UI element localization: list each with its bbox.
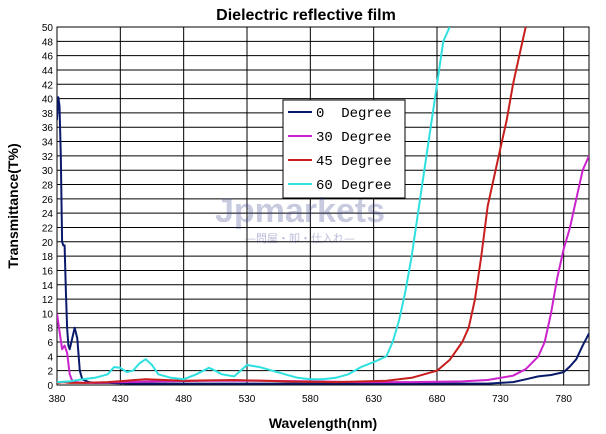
legend-label-0: 0 Degree xyxy=(316,106,392,122)
y-tick-label: 46 xyxy=(42,52,54,63)
y-tick-label: 50 xyxy=(42,23,54,34)
y-tick-label: 22 xyxy=(42,223,54,234)
y-tick-label: 16 xyxy=(42,266,54,277)
x-tick-labels: 380 430 480 530 580 630 680 730 780 xyxy=(49,394,573,405)
watermark-brand: Jpmarkets xyxy=(215,192,385,230)
y-tick-label: 2 xyxy=(47,367,53,378)
series-line-3 xyxy=(57,27,451,384)
legend-box xyxy=(282,99,406,199)
plot-frame xyxy=(56,26,590,386)
y-tick-label: 48 xyxy=(42,37,54,48)
y-tick-label: 20 xyxy=(42,238,54,249)
y-axis-label: Transmittance(T%) xyxy=(5,143,21,268)
y-tick-label: 36 xyxy=(42,123,54,134)
x-tick-label: 580 xyxy=(302,394,319,405)
series-line-2 xyxy=(57,27,527,384)
y-tick-label: 6 xyxy=(47,338,53,349)
x-tick-label: 780 xyxy=(555,394,572,405)
y-tick-labels: 0246810121416182022242628303234363840424… xyxy=(42,23,54,392)
y-tick-label: 12 xyxy=(42,295,54,306)
x-tick-label: 630 xyxy=(365,394,382,405)
watermark: Jpmarkets —問屋・卸・仕入れ— xyxy=(215,192,385,245)
y-tick-label: 26 xyxy=(42,195,54,206)
y-tick-label: 10 xyxy=(42,309,54,320)
chart-title: Dielectric reflective film xyxy=(216,7,396,24)
legend-label-1: 30 Degree xyxy=(316,130,392,146)
y-tick-label: 24 xyxy=(42,209,54,220)
y-tick-label: 44 xyxy=(42,66,54,77)
y-tick-label: 42 xyxy=(42,80,54,91)
x-tick-label: 530 xyxy=(239,394,256,405)
legend-label-2: 45 Degree xyxy=(316,154,392,170)
x-tick-label: 680 xyxy=(429,394,446,405)
y-tick-label: 28 xyxy=(42,181,54,192)
series-lines xyxy=(57,27,589,385)
y-tick-label: 32 xyxy=(42,152,54,163)
x-tick-label: 380 xyxy=(49,394,66,405)
legend: 0 Degree 30 Degree 45 Degree 60 Degree xyxy=(282,99,406,199)
x-tick-label: 430 xyxy=(112,394,129,405)
y-tick-label: 4 xyxy=(47,352,53,363)
x-tick-label: 730 xyxy=(492,394,509,405)
y-tick-label: 40 xyxy=(42,95,54,106)
x-axis-label: Wavelength(nm) xyxy=(269,415,377,431)
watermark-tagline: —問屋・卸・仕入れ— xyxy=(245,231,355,245)
y-tick-label: 8 xyxy=(47,324,53,335)
y-tick-label: 14 xyxy=(42,281,54,292)
y-tick-label: 34 xyxy=(42,138,54,149)
y-tick-label: 0 xyxy=(47,381,53,392)
series-line-0 xyxy=(57,96,589,385)
legend-label-3: 60 Degree xyxy=(316,178,392,194)
y-tick-label: 30 xyxy=(42,166,54,177)
y-tick-label: 18 xyxy=(42,252,54,263)
y-tick-label: 38 xyxy=(42,109,54,120)
x-tick-label: 480 xyxy=(175,394,192,405)
